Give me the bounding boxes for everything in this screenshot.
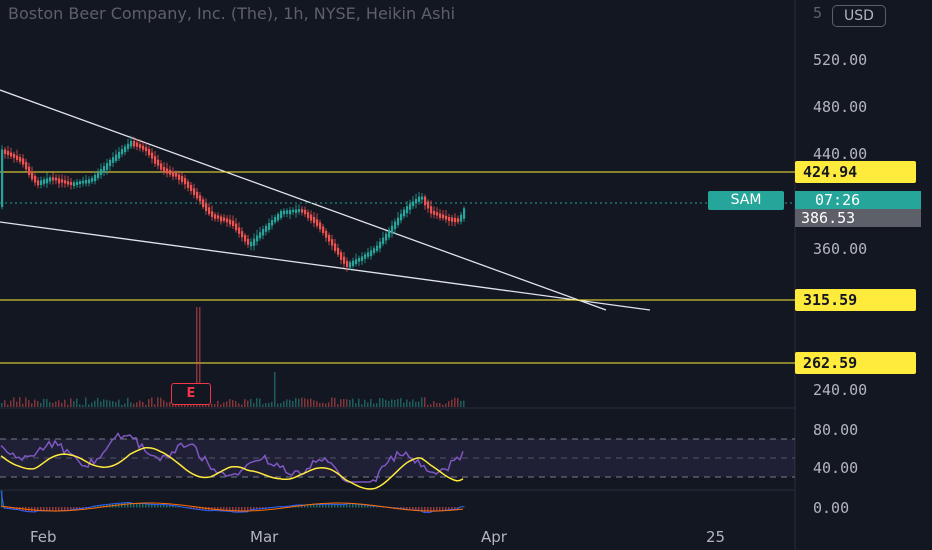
indicator-tick: 40.00 [813,459,859,477]
price-tick: 360.00 [813,240,868,258]
level-label-424: 424.94 [795,161,916,183]
trend-line-upper [0,89,607,311]
level-label-315: 315.59 [795,289,916,311]
level-label-262: 262.59 [795,352,916,374]
bar-countdown: 07:26 [795,191,921,210]
earnings-marker[interactable]: E [171,383,211,405]
currency-selector[interactable]: USD [832,5,886,27]
trend-line-lower [0,221,651,311]
rsi-line [0,432,464,483]
last-price-label: 386.53 [795,209,921,227]
chart-title: Boston Beer Company, Inc. (The), 1h, NYS… [8,4,456,23]
time-label-mar: Mar [250,528,279,546]
time-label-feb: Feb [30,528,57,546]
signal-line [0,502,464,512]
price-tick: 240.00 [813,381,868,399]
volume-series [1,307,465,407]
price-tick: 440.00 [813,145,868,163]
time-label-25: 25 [706,528,726,546]
price-tick: 520.00 [813,51,868,69]
symbol-tag: SAM [708,191,784,210]
time-label-apr: Apr [481,528,507,546]
indicator-tick: 0.00 [813,499,850,517]
price-tick-partial: 5 [813,4,823,22]
candlestick-series [1,135,466,272]
indicator-tick: 80.00 [813,421,859,439]
price-axis[interactable]: 5 USD 520.00 480.00 440.00 360.00 240.00… [795,0,932,550]
rsi-ma-line [0,446,464,490]
price-tick: 480.00 [813,98,868,116]
